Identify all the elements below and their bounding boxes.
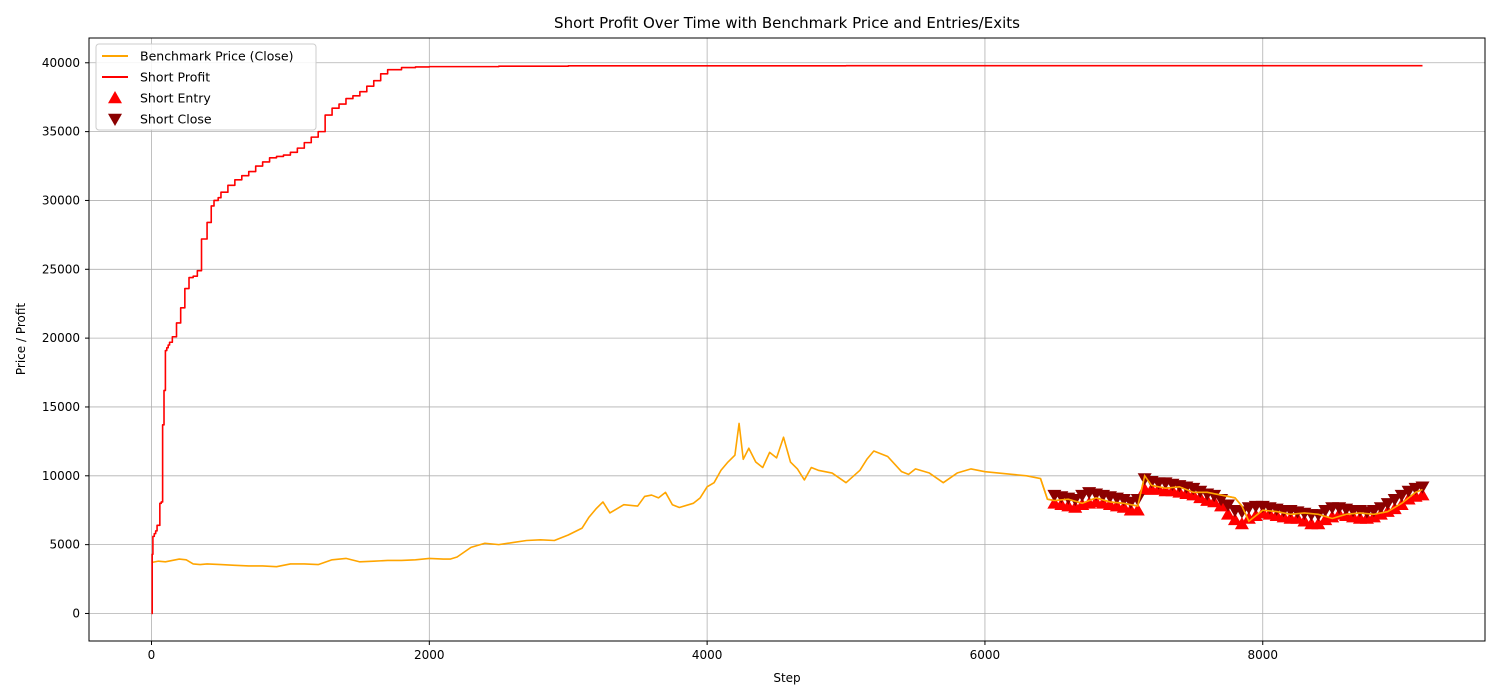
legend-swatch-marker	[108, 113, 122, 126]
x-tick-label: 0	[148, 648, 156, 662]
legend: Benchmark Price (Close) Short Profit Short…	[95, 43, 317, 131]
legend-swatch-marker	[108, 91, 122, 104]
short-entry-marker	[1130, 503, 1145, 516]
short-profit-line	[151, 64, 1423, 615]
short-close-marker	[1130, 493, 1145, 507]
y-tick-label: 25000	[42, 262, 80, 276]
marker-layer	[1039, 473, 1430, 530]
x-tick-label: 8000	[1247, 648, 1278, 662]
legend-item: Short Close	[108, 112, 212, 127]
short-close-marker	[1380, 498, 1395, 511]
x-tick-label: 2000	[414, 648, 445, 662]
short-entry-marker	[1234, 516, 1249, 530]
y-tick-label: 10000	[42, 469, 80, 483]
y-tick-label: 30000	[42, 193, 80, 207]
y-tick-label: 0	[72, 606, 80, 620]
short-close-marker	[1415, 481, 1430, 494]
short-close-marker	[1221, 499, 1236, 512]
y-axis-ticks: 0 5000 10000 15000 20000 25000 30000 35000 40000	[42, 56, 89, 620]
y-tick-label: 40000	[42, 56, 80, 70]
legend-label: Short Entry	[140, 91, 211, 106]
benchmark-price-overlay-line	[1039, 473, 1423, 523]
x-tick-label: 6000	[970, 648, 1001, 662]
y-tick-label: 15000	[42, 400, 80, 414]
y-tick-label: 20000	[42, 331, 80, 345]
short-entry-marker	[1415, 488, 1430, 501]
short-close-marker	[1234, 506, 1249, 519]
legend-label: Short Profit	[140, 70, 210, 85]
x-axis-label: Step	[773, 671, 800, 685]
legend-box	[95, 43, 317, 131]
legend-item: Benchmark Price (Close)	[102, 49, 293, 64]
y-tick-label: 35000	[42, 125, 80, 139]
grid-layer	[89, 38, 1485, 641]
x-tick-label: 4000	[692, 648, 723, 662]
short-entry-marker	[1311, 516, 1326, 530]
short-entry-marker	[1227, 512, 1242, 526]
y-axis-label: Price / Profit	[14, 303, 28, 376]
short-close-marker	[1068, 493, 1083, 507]
legend-item: Short Profit	[102, 70, 210, 85]
short-close-marker	[1214, 493, 1229, 507]
benchmark-price-close-line	[151, 422, 1423, 568]
legend-label: Short Close	[140, 112, 212, 127]
x-axis-ticks: 0 2000 4000 6000 8000	[148, 641, 1278, 662]
legend-label: Benchmark Price (Close)	[140, 49, 293, 64]
short-close-marker	[1311, 509, 1326, 522]
legend-item: Short Entry	[108, 91, 211, 106]
short-entry-marker	[1221, 507, 1236, 520]
series-layer	[151, 64, 1423, 615]
short-close-marker	[1373, 502, 1388, 515]
chart-title: Short Profit Over Time with Benchmark Pr…	[554, 14, 1020, 32]
short-close-marker	[1387, 493, 1402, 507]
y-tick-label: 5000	[49, 538, 80, 552]
short-close-marker	[1394, 489, 1409, 503]
plot-border	[88, 37, 1486, 642]
